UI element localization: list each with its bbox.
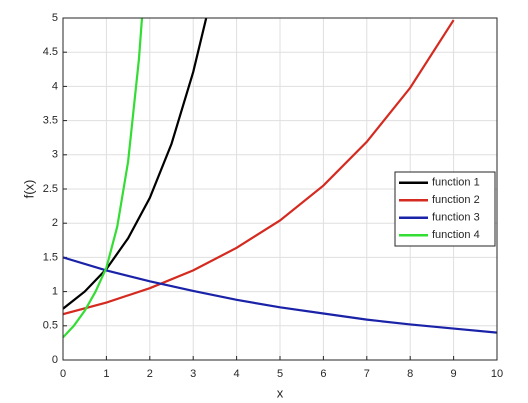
series-line xyxy=(63,256,497,334)
series-line xyxy=(63,19,455,316)
y-tick-label: 2.5 xyxy=(43,183,58,195)
y-tick-label: 5 xyxy=(52,12,58,24)
x-tick-label: 0 xyxy=(60,368,66,380)
x-tick-label: 7 xyxy=(364,368,370,380)
legend-label: function 3 xyxy=(432,212,480,224)
y-tick-label: 1 xyxy=(52,286,58,298)
x-tick-label: 5 xyxy=(277,368,283,380)
y-tick-label: 4.5 xyxy=(43,46,58,58)
x-tick-label: 8 xyxy=(407,368,413,380)
x-tick-label: 3 xyxy=(190,368,196,380)
y-tick-label: 3.5 xyxy=(43,115,58,127)
legend-label: function 1 xyxy=(432,177,480,189)
x-tick-label: 10 xyxy=(491,368,503,380)
x-tick-label: 6 xyxy=(320,368,326,380)
series-line xyxy=(63,18,144,339)
y-tick-label: 1.5 xyxy=(43,251,58,263)
series-line xyxy=(63,18,208,310)
y-tick-label: 3 xyxy=(52,149,58,161)
x-tick-label: 2 xyxy=(147,368,153,380)
x-tick-label: 4 xyxy=(234,368,240,380)
plot-frame xyxy=(62,17,498,361)
legend-label: function 2 xyxy=(432,194,480,206)
legend-box xyxy=(394,171,496,247)
y-tick-label: 2 xyxy=(52,217,58,229)
x-axis-label: x xyxy=(277,385,284,400)
y-tick-label: 0 xyxy=(52,354,58,366)
y-tick-label: 0.5 xyxy=(43,320,58,332)
y-tick-label: 4 xyxy=(52,80,58,92)
y-axis-label: f(x) xyxy=(21,180,36,199)
x-tick-label: 9 xyxy=(451,368,457,380)
legend-label: function 4 xyxy=(432,229,480,241)
x-tick-label: 1 xyxy=(103,368,109,380)
